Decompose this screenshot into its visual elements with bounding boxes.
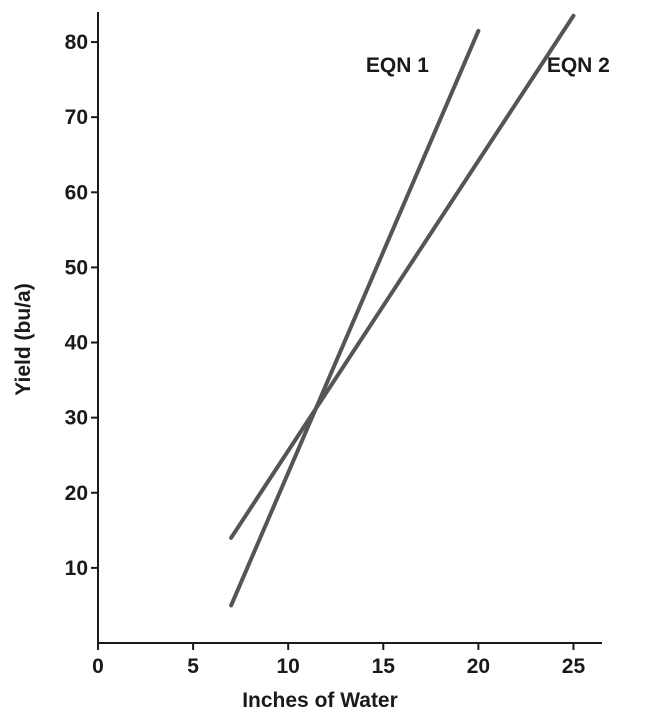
x-tick-label: 20 xyxy=(467,655,490,678)
x-tick-label: 0 xyxy=(92,655,104,678)
series-labels: EQN 1 EQN 2 xyxy=(366,54,610,77)
y-tick-label: 40 xyxy=(65,332,88,355)
y-axis-title: Yield (bu/a) xyxy=(12,283,35,395)
y-tick-label: 10 xyxy=(65,557,88,580)
x-tick-label: 5 xyxy=(187,655,199,678)
x-tick-label: 15 xyxy=(372,655,396,678)
y-axis-ticks: 10 20 30 40 50 60 70 80 xyxy=(65,31,98,580)
series-label-eqn-2: EQN 2 xyxy=(547,54,610,77)
x-axis-ticks: 0 5 10 15 20 25 xyxy=(92,643,585,678)
series-line-eqn-1 xyxy=(229,28,481,608)
y-tick-label: 80 xyxy=(65,31,88,54)
x-tick-label: 25 xyxy=(562,655,586,678)
y-tick-label: 50 xyxy=(65,256,88,279)
series-line-eqn-2 xyxy=(229,13,576,540)
series-lines xyxy=(229,13,576,608)
y-tick-label: 70 xyxy=(65,106,88,129)
y-tick-label: 20 xyxy=(65,482,88,505)
x-tick-label: 10 xyxy=(277,655,300,678)
y-tick-label: 30 xyxy=(65,407,88,430)
series-label-eqn-1: EQN 1 xyxy=(366,54,429,77)
x-axis-title: Inches of Water xyxy=(242,689,398,712)
y-tick-label: 60 xyxy=(65,181,88,204)
